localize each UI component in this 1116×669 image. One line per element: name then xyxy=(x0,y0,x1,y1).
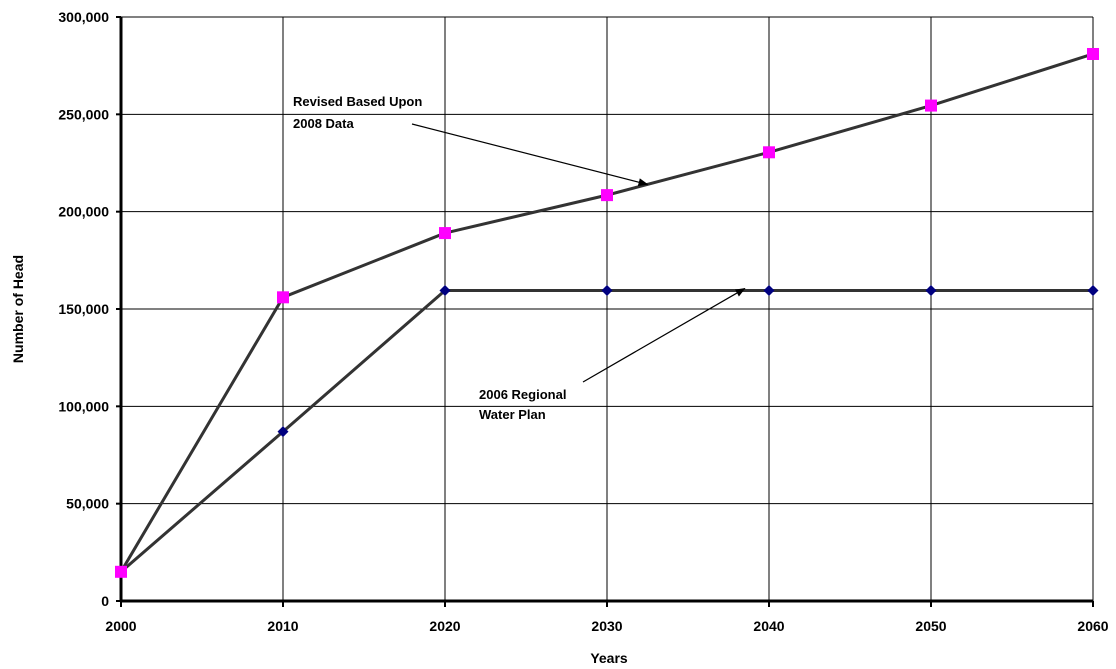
x-tick-label: 2060 xyxy=(1077,618,1108,634)
y-axis-title: Number of Head xyxy=(10,255,26,363)
annotation-label-revised: Revised Based Upon xyxy=(293,94,422,109)
x-tick-label: 2030 xyxy=(591,618,622,634)
y-tick-label: 50,000 xyxy=(66,496,109,512)
data-point-revised xyxy=(277,291,289,304)
axes xyxy=(116,16,1094,607)
data-point-revised xyxy=(115,565,127,578)
x-tick-label: 2000 xyxy=(105,618,136,634)
annotation-label-regional: 2006 Regional xyxy=(479,387,566,402)
annotation-label-regional: Water Plan xyxy=(479,407,546,422)
y-tick-label: 100,000 xyxy=(58,398,109,414)
annotation-label-revised: 2008 Data xyxy=(293,116,354,131)
y-tick-label: 250,000 xyxy=(58,106,109,122)
y-tick-label: 0 xyxy=(101,593,109,609)
tick-labels: 0 50,000 100,000 150,000 200,000 250,000 300,0… xyxy=(58,9,1108,634)
annotations: Revised Based Upon 2008 Data 2006 Regional… xyxy=(293,94,746,422)
annotation-arrow-revised xyxy=(411,123,649,187)
y-tick-label: 150,000 xyxy=(58,301,109,317)
y-tick-label: 300,000 xyxy=(58,9,109,25)
data-point-revised xyxy=(601,189,613,202)
grid xyxy=(121,16,1094,601)
x-tick-label: 2040 xyxy=(753,618,784,634)
data-point-revised xyxy=(763,146,775,159)
data-point-regional xyxy=(1087,285,1099,297)
data-point-regional xyxy=(277,426,289,438)
data-point-revised xyxy=(1087,47,1099,60)
annotation-arrow-regional xyxy=(582,288,746,383)
data-point-regional xyxy=(925,285,937,297)
x-tick-label: 2020 xyxy=(429,618,460,634)
x-tick-label: 2050 xyxy=(915,618,946,634)
data-point-regional xyxy=(601,285,613,297)
series-markers xyxy=(115,47,1099,578)
x-axis-title: Years xyxy=(590,650,628,666)
data-point-revised xyxy=(925,99,937,112)
data-point-revised xyxy=(439,227,451,240)
x-tick-label: 2010 xyxy=(267,618,298,634)
data-point-regional xyxy=(439,285,451,297)
data-point-regional xyxy=(763,285,775,297)
y-tick-label: 200,000 xyxy=(58,204,109,220)
